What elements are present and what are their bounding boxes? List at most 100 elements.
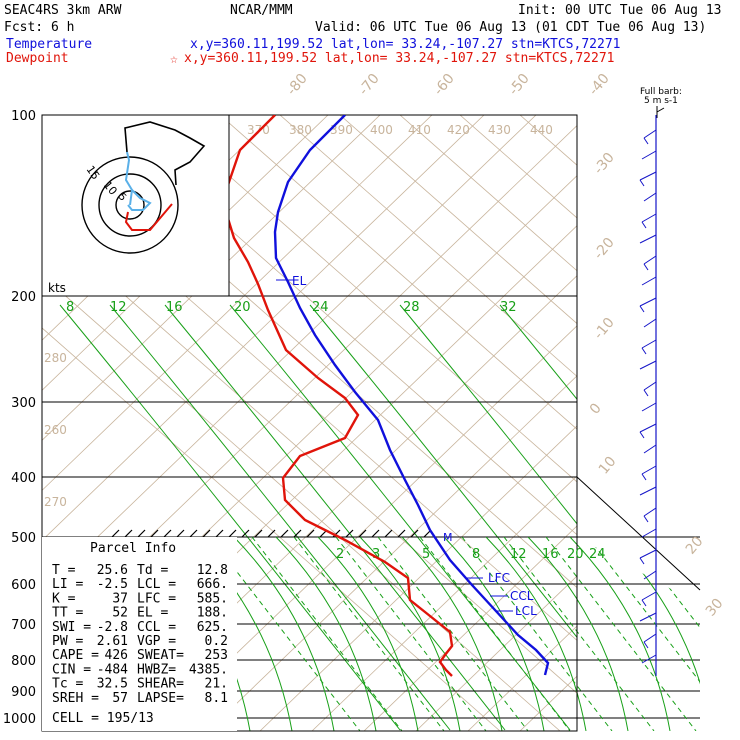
el-marker-label: EL bbox=[292, 274, 307, 288]
wind-barb bbox=[639, 549, 657, 559]
parcel-row-cell: CAPE = bbox=[52, 648, 99, 663]
wind-barb-flag bbox=[639, 179, 645, 187]
isotherm-line bbox=[519, 675, 577, 731]
parcel-row-cell: LI = bbox=[52, 577, 83, 592]
pressure-label: 400 bbox=[11, 471, 36, 486]
dry-adiabat-line bbox=[42, 274, 561, 731]
parcel-row-cell: TT = bbox=[52, 606, 83, 621]
hatch-mark bbox=[293, 529, 302, 538]
mixing-ratio-label: 24 bbox=[312, 300, 329, 315]
pressure-label: 800 bbox=[11, 654, 36, 669]
isotherm-label: -80 bbox=[284, 71, 311, 99]
wind-barb bbox=[639, 486, 657, 496]
lower-dashed-line bbox=[629, 537, 700, 731]
mixing-ratio-label: 12 bbox=[110, 300, 127, 315]
isotherm-label: 0 bbox=[587, 400, 605, 417]
wind-barb bbox=[643, 444, 657, 454]
isotherm-label: 10 bbox=[596, 454, 620, 478]
pressure-label: 700 bbox=[11, 618, 36, 633]
dry-adiabat-line bbox=[279, 115, 577, 377]
parcel-row-cell: VGP = bbox=[137, 634, 176, 649]
org-title: NCAR/MMM bbox=[230, 3, 293, 18]
hodograph-ring-15 bbox=[81, 156, 179, 254]
theta-label: 430 bbox=[488, 123, 511, 137]
isotherm-line bbox=[42, 115, 381, 441]
isotherm-line bbox=[0, 115, 16, 731]
parcel-row-cell: LFC = bbox=[137, 591, 176, 606]
lower-solid-line bbox=[443, 537, 545, 731]
theta-label: 270 bbox=[44, 495, 67, 509]
hatch-mark bbox=[215, 529, 224, 538]
wind-barb bbox=[639, 360, 657, 370]
hatch-mark bbox=[371, 529, 380, 538]
lower-dashed-line bbox=[545, 537, 697, 731]
wind-barb bbox=[643, 381, 657, 391]
temperature-line bbox=[224, 115, 454, 677]
theta-label: 280 bbox=[44, 351, 67, 365]
wind-barb-flag bbox=[641, 221, 647, 229]
isotherm-line bbox=[363, 525, 577, 731]
wind-barb bbox=[639, 171, 657, 181]
pressure-label: 300 bbox=[11, 396, 36, 411]
mixing-ratio-lower-label: 20 bbox=[567, 547, 584, 562]
mixing-ratio-label: 8 bbox=[66, 300, 74, 315]
wind-barb-flag bbox=[641, 473, 647, 481]
hodograph-ring-10 bbox=[98, 173, 162, 237]
lower-dashed-line bbox=[419, 537, 571, 731]
parcel-row-cell: 426 bbox=[105, 648, 128, 663]
mixing-ratio-label: 16 bbox=[166, 300, 183, 315]
parcel-row-cell: SWI = bbox=[52, 620, 91, 635]
mixing-ratio-lower-label: 12 bbox=[510, 547, 527, 562]
isotherm-label: -40 bbox=[586, 71, 613, 99]
parcel-row-cell: Tc = bbox=[52, 677, 83, 692]
dry-adiabat-line bbox=[580, 115, 740, 731]
forecast-hour: Fcst: 6 h bbox=[4, 20, 74, 35]
profiles bbox=[224, 115, 550, 677]
lower-solid-line bbox=[275, 537, 377, 731]
dry-adiabat-line bbox=[640, 115, 740, 731]
isotherm-label: -50 bbox=[506, 71, 533, 99]
init-time: Init: 00 UTC Tue 06 Aug 13 bbox=[518, 3, 722, 18]
dry-adiabat-line bbox=[399, 115, 577, 272]
wind-barb bbox=[643, 255, 657, 265]
theta-label: 410 bbox=[408, 123, 431, 137]
theta-label: 420 bbox=[447, 123, 470, 137]
hodograph-kts-label: kts bbox=[48, 281, 66, 295]
hatch-mark bbox=[397, 529, 406, 538]
pressure-label: 200 bbox=[11, 290, 36, 305]
parcel-row-cell: LAPSE= bbox=[137, 691, 184, 706]
wind-barb bbox=[641, 339, 657, 349]
mixing-ratio-lower-label: 24 bbox=[589, 547, 606, 562]
lower-dashed-line bbox=[671, 537, 700, 731]
hodograph-ring-5 bbox=[115, 190, 145, 220]
parcel-info-title: Parcel Info bbox=[90, 541, 176, 556]
plot-frame bbox=[41, 114, 578, 732]
wind-barb-flag bbox=[643, 137, 649, 145]
parcel-row-cell: EL = bbox=[137, 606, 168, 621]
isotherm-label: -60 bbox=[431, 71, 458, 99]
hatch-mark bbox=[124, 529, 133, 538]
parcel-info-box: Parcel Info T = 25.6 Td = 12.8 LI = -2.5 LCL =… bbox=[42, 537, 237, 731]
parcel-row-cell: 37 bbox=[112, 591, 128, 606]
hatch-mark bbox=[189, 529, 198, 538]
pressure-label: 1000 bbox=[3, 712, 36, 727]
hodograph-frame bbox=[41, 114, 230, 297]
dry-adiabat-line bbox=[459, 115, 577, 219]
wind-barb bbox=[641, 213, 657, 223]
parcel-cell: CELL = 195/13 bbox=[52, 711, 154, 726]
dewpoint-legend: Dewpoint bbox=[6, 51, 69, 66]
valid-time: Valid: 06 UTC Tue 06 Aug 13 (01 CDT Tue … bbox=[315, 20, 706, 35]
pressure-label: 100 bbox=[11, 109, 36, 124]
wind-barb-flag bbox=[639, 557, 645, 565]
wind-barb-flag bbox=[641, 347, 647, 355]
m-marker-label: M bbox=[443, 531, 453, 544]
parcel-row-cell: SWEAT= bbox=[137, 648, 184, 663]
lower-solid-line bbox=[527, 537, 629, 731]
mixing-ratio-lower-label: 16 bbox=[542, 547, 559, 562]
temperature-legend: Temperature bbox=[6, 37, 92, 52]
parcel-row-cell: -2.5 bbox=[97, 577, 128, 592]
wind-barb-flag bbox=[643, 641, 649, 649]
hatch-mark bbox=[358, 529, 367, 538]
wind-barb-flag bbox=[643, 389, 649, 397]
